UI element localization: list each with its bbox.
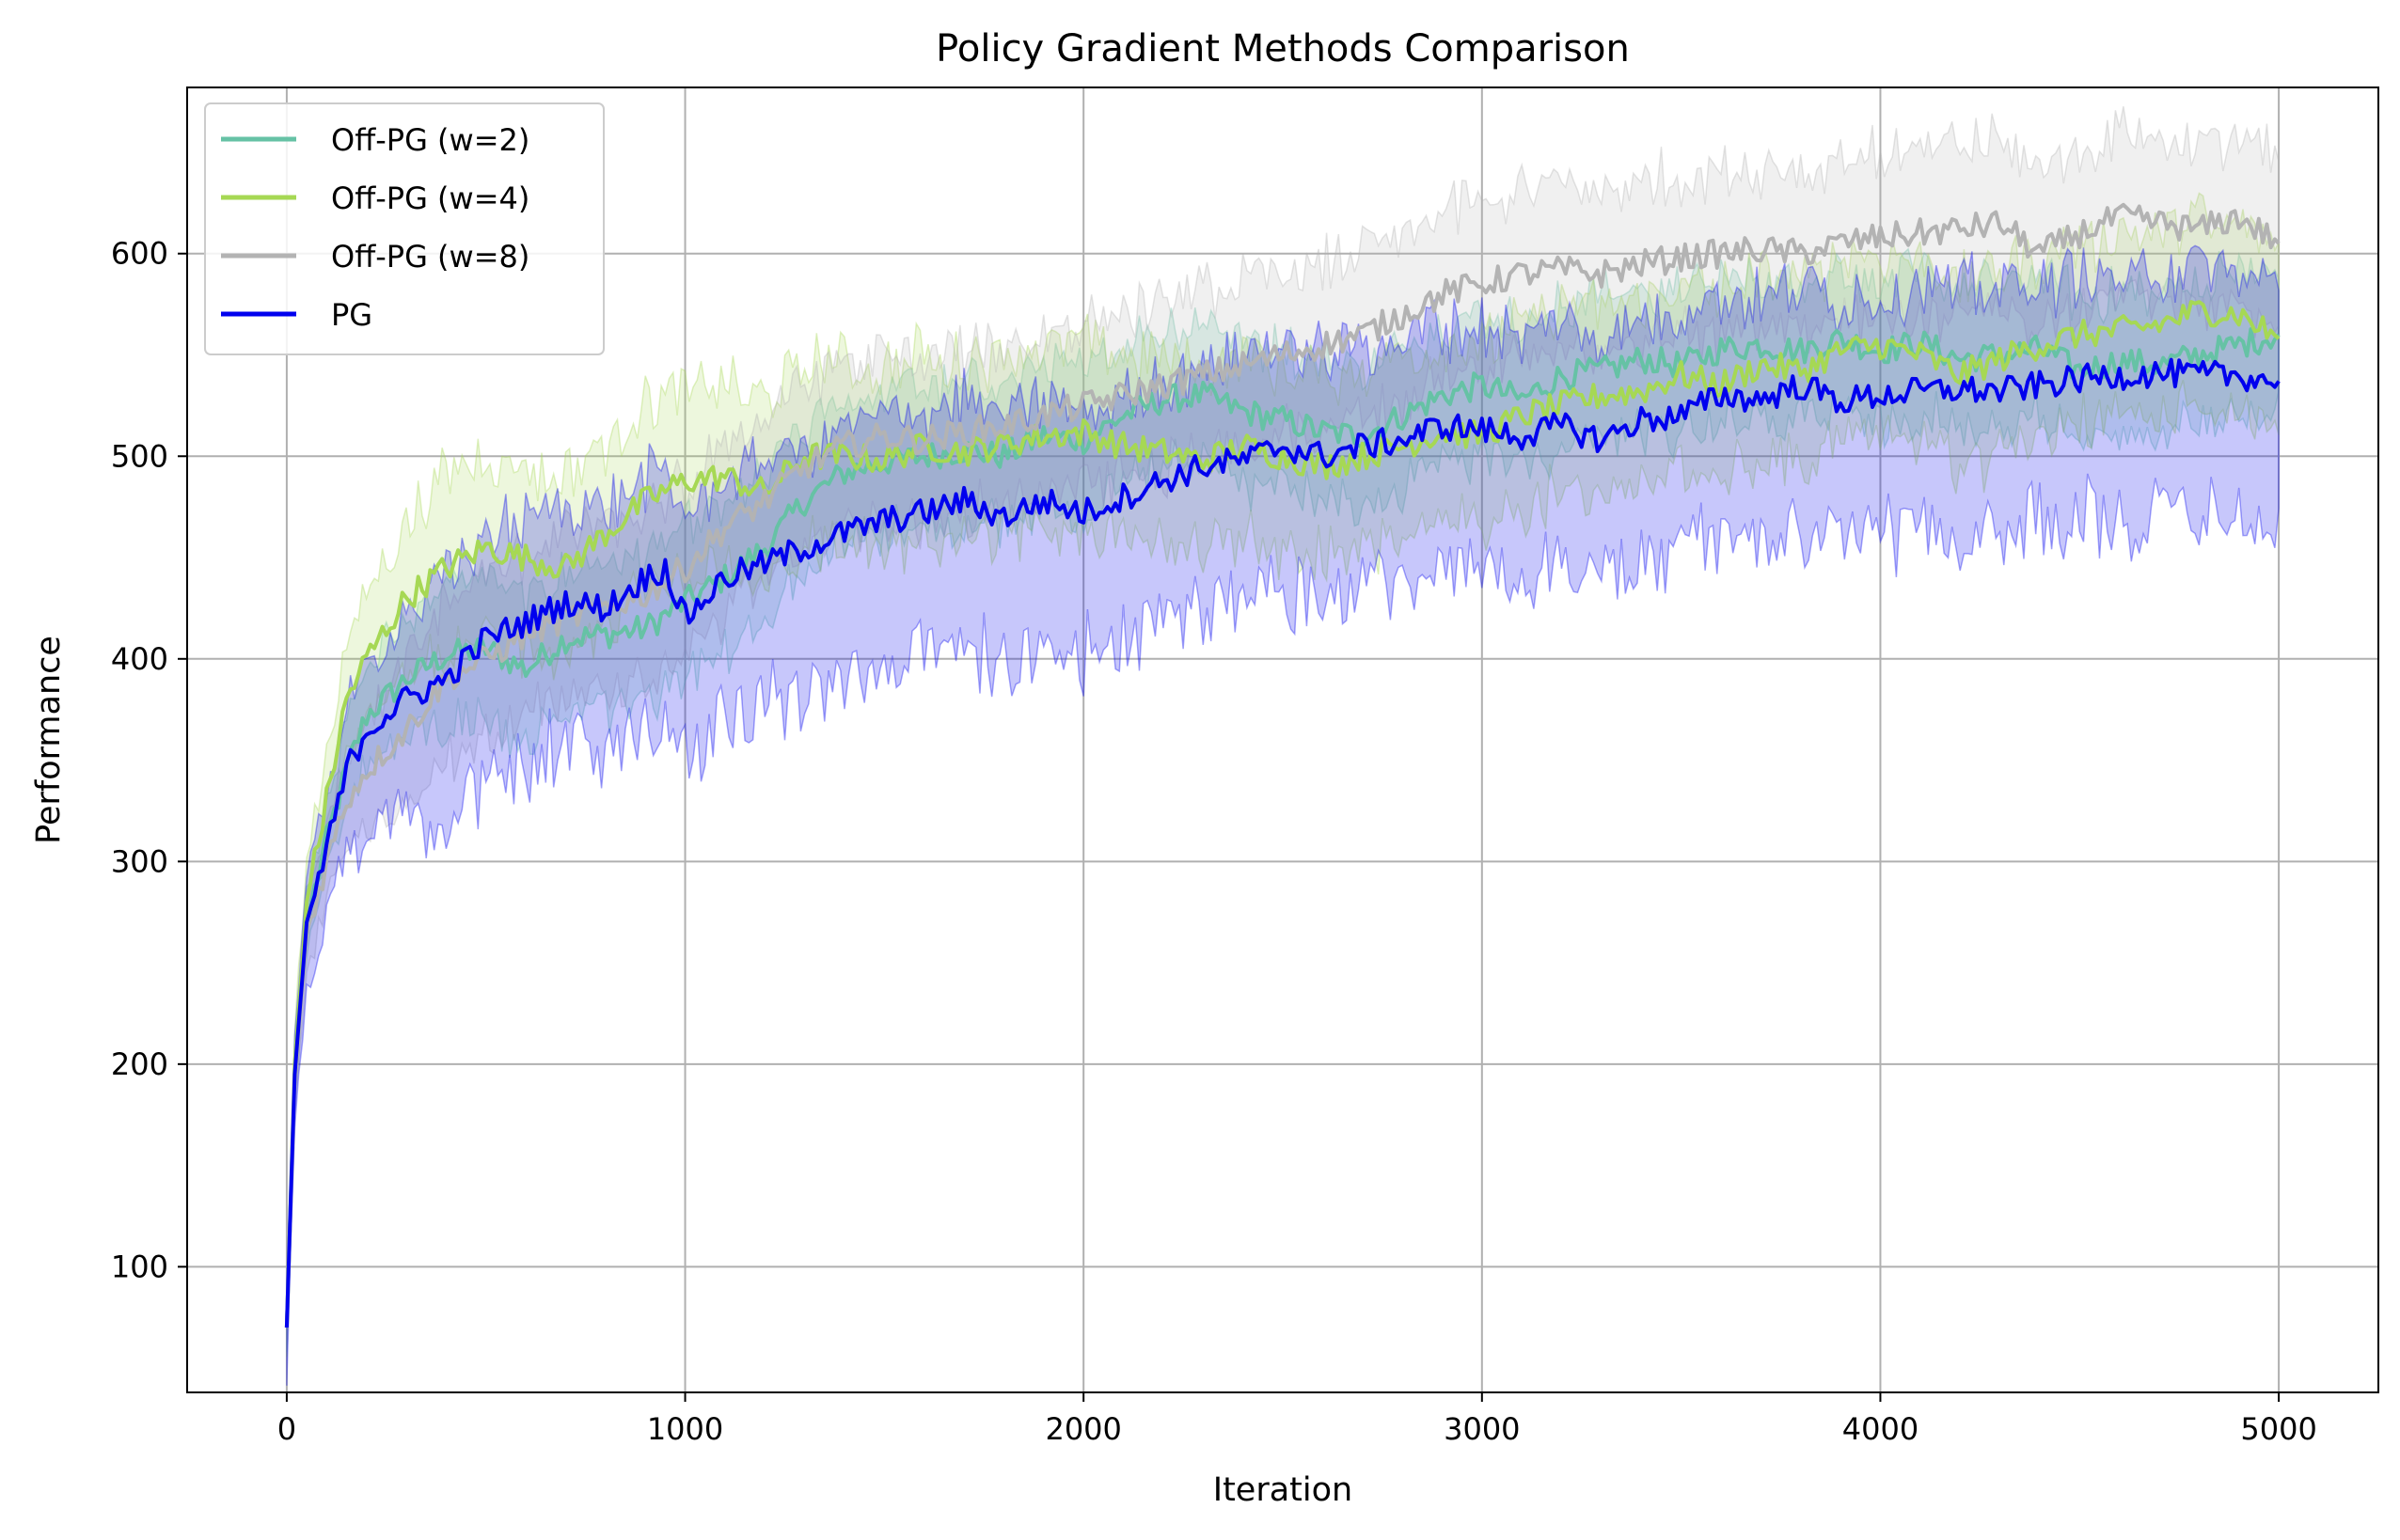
x-axis-ticks: 0 1000 2000 3000 4000 5000: [277, 1392, 2317, 1447]
y-tick-label: 100: [111, 1249, 168, 1284]
x-axis-label: Iteration: [1213, 1471, 1352, 1509]
band-1: [286, 192, 2280, 1358]
band-2: [286, 106, 2280, 1354]
x-tick-label: 2000: [1045, 1411, 1121, 1447]
band-0: [286, 247, 2280, 1353]
x-tick-label: 0: [277, 1411, 296, 1447]
x-tick-label: 5000: [2240, 1411, 2316, 1447]
plot-frame: [186, 86, 2379, 1393]
series-lines: [284, 202, 2281, 1328]
legend-label: Off-PG (w=8): [331, 239, 529, 275]
y-axis-label: Performance: [30, 636, 68, 844]
confidence-bands: [286, 106, 2280, 1386]
x-tick-label: 4000: [1842, 1411, 1918, 1447]
legend-label: Off-PG (w=2): [331, 122, 529, 158]
y-tick-label: 300: [111, 843, 168, 879]
y-tick-label: 500: [111, 438, 168, 474]
x-tick-label: 1000: [647, 1411, 723, 1447]
legend-label: PG: [331, 297, 372, 333]
series-line-3: [284, 357, 2281, 1328]
x-tick-label: 3000: [1444, 1411, 1520, 1447]
y-tick-label: 600: [111, 236, 168, 272]
legend-box: [204, 102, 605, 355]
y-axis-ticks: 100 200 300 400 500 600: [111, 236, 187, 1284]
y-tick-label: 400: [111, 641, 168, 677]
legend-label: Off-PG (w=4): [331, 181, 529, 216]
legend: Off-PG (w=2) Off-PG (w=4) Off-PG (w=8) PG: [204, 102, 605, 355]
y-tick-label: 200: [111, 1046, 168, 1082]
chart-title: Policy Gradient Methods Comparison: [936, 27, 1630, 71]
